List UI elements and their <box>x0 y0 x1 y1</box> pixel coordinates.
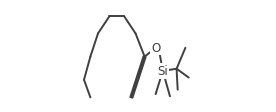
Text: O: O <box>151 42 160 55</box>
Text: Si: Si <box>157 65 168 78</box>
